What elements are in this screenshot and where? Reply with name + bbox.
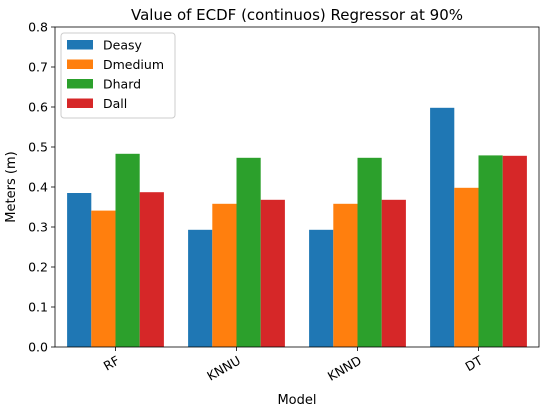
y-tick-label: 0.2 bbox=[28, 260, 48, 275]
bar-dmedium-knnd bbox=[333, 203, 358, 347]
bar-deasy-dt bbox=[430, 107, 455, 347]
y-tick-label: 0.7 bbox=[28, 60, 48, 75]
legend-swatch-deasy bbox=[67, 40, 93, 50]
bar-dhard-knnu bbox=[236, 157, 261, 347]
x-tick-label: RF bbox=[101, 353, 122, 374]
bar-dall-dt bbox=[502, 155, 527, 347]
legend-swatch-dall bbox=[67, 98, 93, 108]
chart-title: Value of ECDF (continuos) Regressor at 9… bbox=[131, 6, 463, 24]
legend-swatch-dhard bbox=[67, 79, 93, 89]
y-tick-label: 0.5 bbox=[28, 140, 48, 155]
bar-dmedium-knnu bbox=[212, 203, 237, 347]
y-tick-label: 0.6 bbox=[28, 100, 48, 115]
x-tick-label: KNNU bbox=[204, 353, 243, 384]
legend-label-deasy: Deasy bbox=[103, 38, 142, 53]
y-tick-label: 0.4 bbox=[28, 180, 48, 195]
bar-dhard-rf bbox=[115, 153, 140, 347]
bar-dall-knnd bbox=[381, 199, 406, 347]
bar-dmedium-dt bbox=[454, 187, 479, 347]
x-tick-label: DT bbox=[463, 352, 486, 374]
legend-box bbox=[60, 32, 176, 119]
y-tick-label: 0.8 bbox=[28, 20, 48, 35]
bar-dhard-knnd bbox=[357, 157, 382, 347]
y-tick-label: 0.0 bbox=[28, 340, 48, 355]
legend-label-dall: Dall bbox=[103, 96, 127, 111]
bar-dhard-dt bbox=[478, 155, 503, 347]
bar-deasy-knnd bbox=[309, 229, 334, 347]
bar-dmedium-rf bbox=[91, 210, 116, 347]
x-axis-label: Model bbox=[277, 393, 316, 408]
legend-label-dmedium: Dmedium bbox=[103, 57, 164, 72]
bar-deasy-rf bbox=[67, 193, 92, 347]
bar-dall-knnu bbox=[260, 199, 285, 347]
plot-area: 0.0 0.1 0.2 0.3 0.4 0.5 0.6 0.7 0.8 RF KNNU KNND DT D… bbox=[28, 20, 540, 384]
legend-swatch-dmedium bbox=[67, 59, 93, 69]
bar-dall-rf bbox=[139, 192, 164, 347]
y-tick-label: 0.1 bbox=[28, 300, 48, 315]
legend-label-dhard: Dhard bbox=[103, 77, 141, 92]
y-tick-label: 0.3 bbox=[28, 220, 48, 235]
y-axis-label: Meters (m) bbox=[4, 151, 19, 222]
x-tick-label: KNND bbox=[325, 353, 364, 384]
bar-deasy-knnu bbox=[188, 229, 213, 347]
